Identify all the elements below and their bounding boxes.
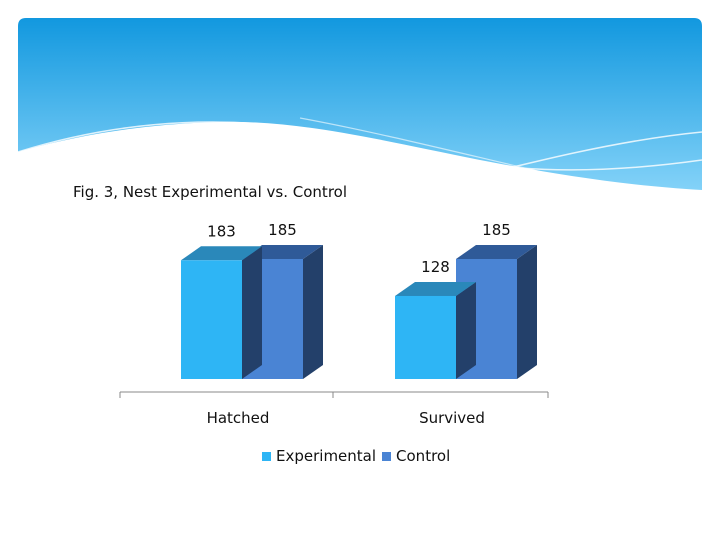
legend-swatch-control (382, 451, 392, 461)
bar-top-experimental-survived (395, 281, 476, 296)
legend-item-experimental: Experimental (262, 447, 376, 465)
legend-swatch-experimental (262, 451, 271, 461)
header-wave-banner (17, 18, 703, 197)
legend-item-control: Control (382, 447, 450, 465)
data-label-experimental-hatched: 183 (207, 222, 236, 240)
data-label-experimental-survived: 128 (421, 258, 450, 276)
banner-wave-line (439, 131, 703, 186)
banner-wave-line (299, 117, 661, 197)
legend-label-experimental: Experimental (276, 447, 377, 465)
bar-side-experimental-survived (456, 281, 476, 379)
x-tick-label-survived: Survived (419, 409, 485, 427)
bar-top-control-hatched (242, 245, 323, 259)
data-label-control-survived: 185 (482, 221, 511, 239)
data-label-control-hatched: 185 (268, 221, 297, 239)
banner-wave-line (17, 121, 703, 171)
bar-side-experimental-hatched (242, 246, 262, 379)
bar-top-experimental-hatched (181, 246, 262, 261)
legend-label-control: Control (396, 447, 451, 465)
chart-title: Fig. 3, Nest Experimental vs. Control (73, 183, 347, 201)
bar-side-control-hatched (303, 245, 323, 379)
legend: Experimental Control (262, 447, 456, 465)
bar-experimental-hatched (181, 260, 242, 379)
bar-side-control-survived (517, 245, 537, 379)
bar-top-control-survived (456, 245, 537, 259)
banner-shape (18, 18, 702, 190)
bar-experimental-survived (395, 295, 456, 379)
x-tick-label-hatched: Hatched (207, 409, 270, 427)
